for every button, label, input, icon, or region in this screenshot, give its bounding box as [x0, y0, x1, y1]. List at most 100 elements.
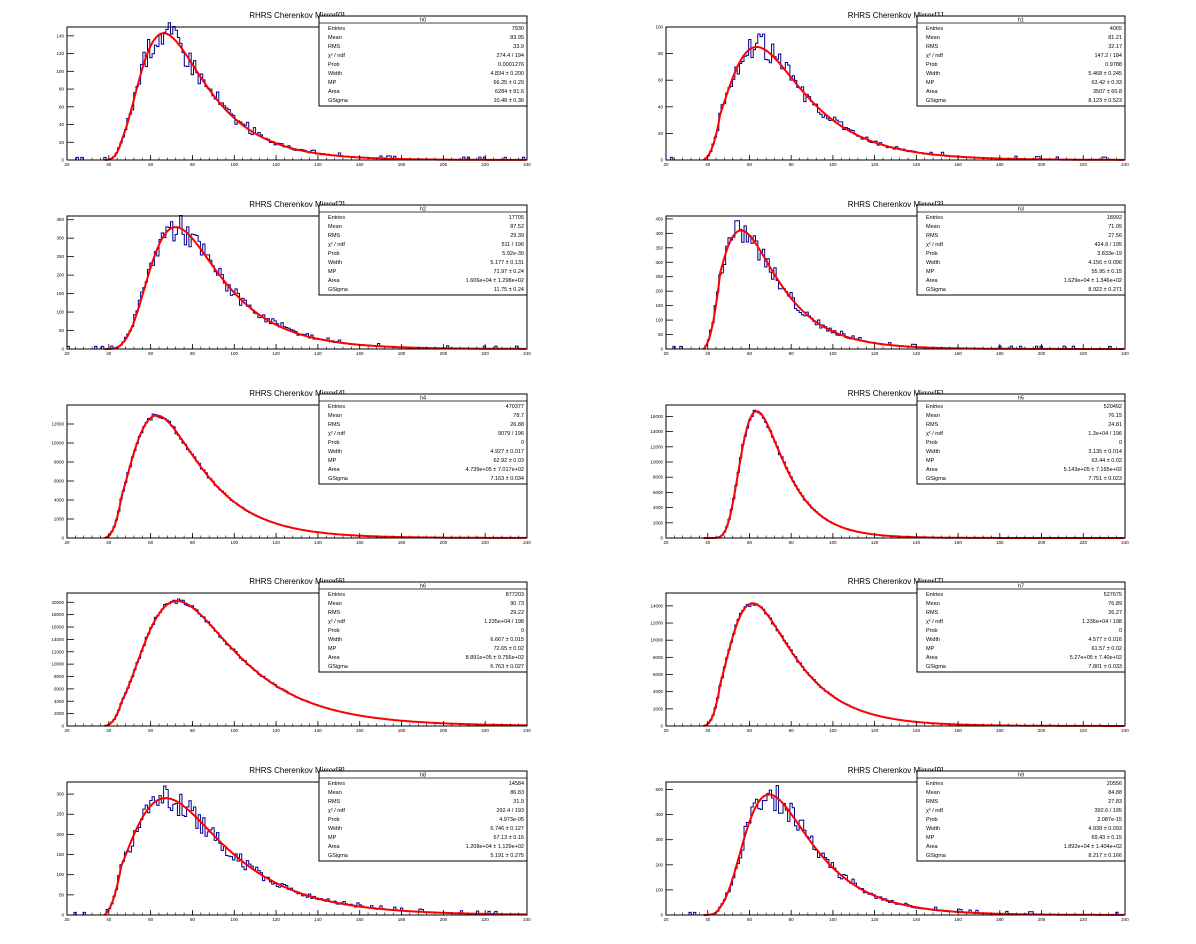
stats-value: 6.746 ± 0.127 — [490, 826, 524, 832]
stats-box — [916, 770, 1126, 862]
stats-label: Entries — [926, 781, 943, 787]
y-tick-label: 0 — [660, 913, 663, 918]
chart-panel-8: RHRS Cherenkov Mirror[8] 20 40 60 80 100 120 14… — [56, 766, 531, 922]
stats-value: 27.83 — [1108, 799, 1122, 805]
stats-label: RMS — [328, 422, 341, 428]
stats-label: Area — [328, 655, 341, 661]
chart-title: RHRS Cherenkov Mirror[0] — [249, 11, 345, 20]
chart-title: RHRS Cherenkov Mirror[6] — [249, 577, 345, 586]
stats-value: 90.73 — [510, 601, 524, 607]
x-tick-label: 240 — [1121, 351, 1129, 356]
y-tick-label: 4000 — [54, 498, 65, 503]
stats-value: 0 — [1119, 628, 1122, 634]
chart-title: RHRS Cherenkov Mirror[8] — [249, 766, 345, 775]
stats-value: 8.891e+05 ± 9.756e+02 — [466, 655, 524, 661]
stats-value: 8.217 ± 0.166 — [1088, 853, 1122, 859]
y-tick-label: 100 — [56, 69, 64, 74]
stats-value: 7.751 ± 0.023 — [1088, 476, 1122, 482]
y-tick-label: 250 — [56, 254, 64, 259]
x-tick-label: 60 — [747, 728, 753, 733]
y-tick-label: 20 — [658, 131, 664, 136]
x-tick-label: 200 — [1038, 540, 1046, 545]
stats-label: Mean — [926, 413, 940, 419]
x-tick-label: 220 — [481, 917, 489, 922]
stats-box-title: h5 — [1018, 396, 1024, 402]
stats-value: 0.0001276 — [498, 62, 524, 68]
stats-value: 4.938 ± 0.093 — [1088, 826, 1122, 832]
x-tick-label: 80 — [789, 162, 795, 167]
stats-label: MP — [926, 269, 935, 275]
x-tick-label: 80 — [789, 540, 795, 545]
y-tick-label: 12000 — [51, 649, 64, 654]
y-tick-label: 140 — [56, 33, 64, 38]
x-tick-label: 60 — [747, 162, 753, 167]
stats-box — [318, 581, 528, 673]
x-tick-label: 180 — [398, 917, 406, 922]
stats-value: 11.75 ± 0.24 — [494, 287, 524, 293]
stats-value: 6284 ± 81.6 — [495, 89, 524, 95]
stats-label: χ² / ndf — [328, 619, 345, 625]
x-tick-label: 120 — [272, 728, 280, 733]
x-tick-label: 80 — [190, 917, 196, 922]
stats-label: Entries — [926, 215, 943, 221]
stats-box-title: h2 — [420, 207, 426, 213]
x-tick-label: 20 — [663, 162, 669, 167]
stats-label: Mean — [926, 224, 940, 230]
stats-label: GSigma — [328, 98, 349, 104]
stats-label: Width — [926, 71, 940, 77]
stats-label: RMS — [328, 233, 341, 239]
stats-value: 1.336e+04 / 198 — [1082, 619, 1122, 625]
x-tick-label: 180 — [398, 162, 406, 167]
x-tick-label: 160 — [356, 917, 364, 922]
stats-value: 14584 — [509, 781, 524, 787]
y-tick-label: 6000 — [54, 686, 65, 691]
x-tick-label: 120 — [871, 351, 879, 356]
x-tick-label: 100 — [829, 351, 837, 356]
stats-value: 4065 — [1110, 26, 1122, 32]
stats-value: 4.577 ± 0.016 — [1088, 637, 1122, 643]
stats-label: Entries — [926, 404, 943, 410]
stats-value: 78.7 — [513, 413, 524, 419]
x-tick-label: 120 — [272, 351, 280, 356]
stats-value: 6.667 ± 0.015 — [490, 637, 524, 643]
stats-label: Prob — [328, 440, 340, 446]
x-tick-label: 60 — [747, 540, 753, 545]
stats-label: Width — [926, 637, 940, 643]
y-tick-label: 150 — [56, 291, 64, 296]
stats-value: 17705 — [509, 215, 524, 221]
stats-label: Prob — [926, 440, 938, 446]
stats-label: GSigma — [926, 853, 947, 859]
fit-curve — [104, 226, 527, 350]
stats-label: GSigma — [328, 476, 349, 482]
y-tick-label: 12000 — [51, 422, 64, 427]
x-tick-label: 200 — [1038, 917, 1046, 922]
x-tick-label: 60 — [148, 351, 154, 356]
stats-label: Area — [926, 844, 939, 850]
chart-title: RHRS Cherenkov Mirror[9] — [848, 766, 944, 775]
y-tick-label: 10000 — [650, 460, 663, 465]
stats-label: GSigma — [926, 476, 947, 482]
x-tick-label: 140 — [314, 728, 322, 733]
x-tick-label: 180 — [996, 540, 1004, 545]
y-tick-label: 0 — [61, 913, 64, 918]
y-tick-label: 14000 — [650, 429, 663, 434]
stats-label: Mean — [328, 790, 342, 796]
y-tick-label: 50 — [658, 332, 664, 337]
x-tick-label: 140 — [314, 917, 322, 922]
y-tick-label: 350 — [655, 245, 663, 250]
chart-title: RHRS Cherenkov Mirror[4] — [249, 389, 345, 398]
x-tick-label: 160 — [356, 540, 364, 545]
stats-label: Area — [926, 655, 939, 661]
stats-label: GSigma — [328, 853, 349, 859]
stats-label: MP — [926, 646, 935, 652]
x-tick-label: 80 — [190, 540, 196, 545]
x-tick-label: 200 — [1038, 351, 1046, 356]
stats-label: χ² / ndf — [926, 431, 943, 437]
x-tick-label: 240 — [1121, 917, 1129, 922]
stats-label: Entries — [328, 26, 345, 32]
chart-title: RHRS Cherenkov Mirror[2] — [249, 200, 345, 209]
stats-value: 5.468 ± 0.245 — [1088, 71, 1122, 77]
y-tick-label: 2000 — [54, 711, 65, 716]
stats-label: GSigma — [328, 287, 349, 293]
stats-value: 3.833e-19 — [1097, 251, 1122, 257]
